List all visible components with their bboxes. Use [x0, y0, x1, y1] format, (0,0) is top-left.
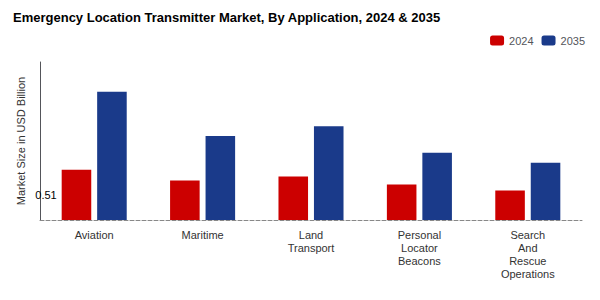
svg-text:And: And [518, 242, 538, 254]
svg-text:2035: 2035 [561, 35, 585, 47]
svg-text:Beacons: Beacons [398, 255, 441, 267]
svg-text:Rescue: Rescue [509, 255, 546, 267]
svg-text:Maritime: Maritime [182, 229, 224, 241]
svg-text:Locator: Locator [401, 242, 438, 254]
svg-text:Market Size in USD Billion: Market Size in USD Billion [15, 77, 27, 205]
svg-text:Search: Search [510, 229, 545, 241]
svg-text:Aviation: Aviation [75, 229, 114, 241]
svg-text:Transport: Transport [288, 242, 335, 254]
svg-text:Emergency Location Transmitter: Emergency Location Transmitter Market, B… [13, 10, 440, 25]
svg-text:Land: Land [299, 229, 323, 241]
svg-text:Personal: Personal [398, 229, 441, 241]
svg-text:0.51: 0.51 [35, 189, 56, 201]
svg-text:2024: 2024 [509, 35, 533, 47]
svg-text:Operations: Operations [501, 268, 555, 280]
